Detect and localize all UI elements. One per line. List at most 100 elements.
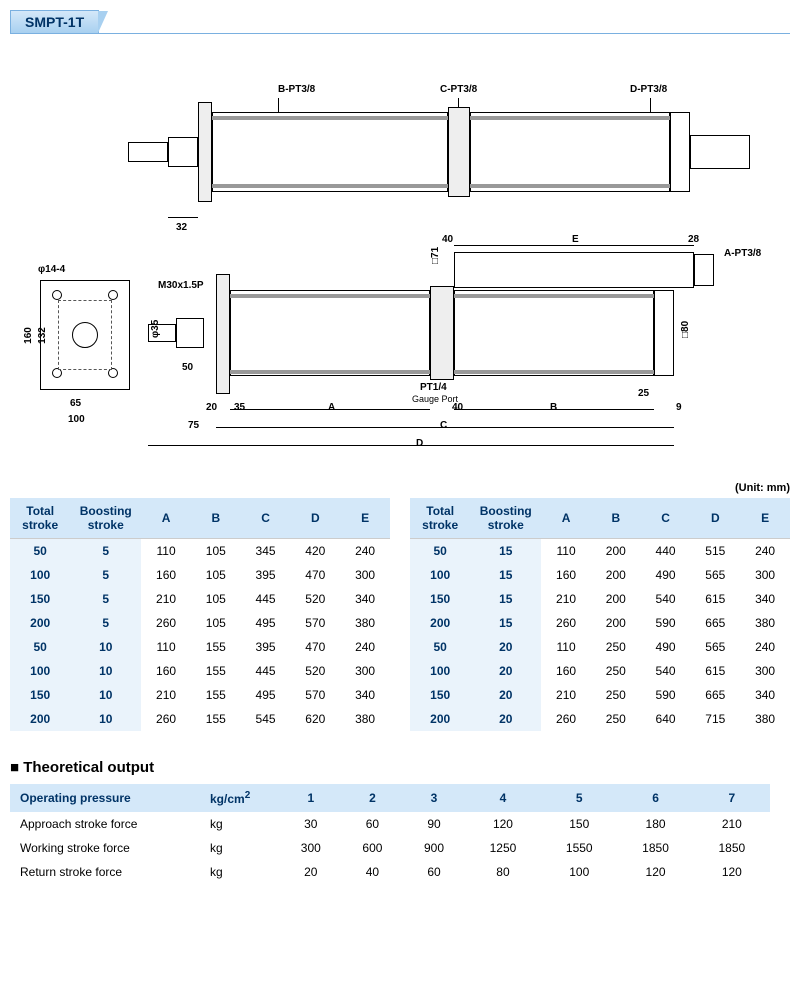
col-header: Boosting stroke xyxy=(70,498,141,539)
dimension-tables: Total strokeBoosting strokeABCDE 5051101… xyxy=(10,498,790,731)
cell: 340 xyxy=(740,587,790,611)
cell: 240 xyxy=(740,635,790,659)
cell: 200 xyxy=(591,611,641,635)
cell: 300 xyxy=(280,836,342,860)
dim-9: 9 xyxy=(676,402,682,413)
cell: 340 xyxy=(340,683,390,707)
cell: 160 xyxy=(541,659,591,683)
cell: 10 xyxy=(70,635,141,659)
col-header: Boosting stroke xyxy=(470,498,541,539)
table-row: 2005260105495570380 xyxy=(10,611,390,635)
cell: 470 xyxy=(290,563,340,587)
cell: 160 xyxy=(141,659,191,683)
cell: 50 xyxy=(410,635,470,659)
col-header: E xyxy=(340,498,390,539)
cell: 520 xyxy=(290,587,340,611)
cell: 445 xyxy=(241,659,291,683)
cell: 155 xyxy=(191,683,241,707)
cell: 395 xyxy=(241,563,291,587)
table-row: 1005160105395470300 xyxy=(10,563,390,587)
cell: 380 xyxy=(740,611,790,635)
col-header: Operating pressure xyxy=(10,784,200,812)
dim-D: D xyxy=(416,438,423,449)
cell: 20 xyxy=(470,659,541,683)
cell: 900 xyxy=(403,836,465,860)
cell: 150 xyxy=(10,587,70,611)
cell: 490 xyxy=(641,563,691,587)
col-header: 6 xyxy=(617,784,693,812)
cell: 210 xyxy=(541,587,591,611)
cell: 110 xyxy=(141,635,191,659)
cell: 260 xyxy=(541,611,591,635)
cell: 420 xyxy=(290,539,340,564)
cell: 665 xyxy=(690,611,740,635)
row-unit: kg xyxy=(200,812,280,836)
cell: 260 xyxy=(541,707,591,731)
table-row: 5020110250490565240 xyxy=(410,635,790,659)
cell: 565 xyxy=(690,563,740,587)
cell: 240 xyxy=(340,635,390,659)
output-table: Operating pressurekg/cm21234567 Approach… xyxy=(10,784,770,884)
cell: 110 xyxy=(141,539,191,564)
cell: 150 xyxy=(10,683,70,707)
table-row: 20015260200590665380 xyxy=(410,611,790,635)
cell: 250 xyxy=(591,659,641,683)
row-unit: kg xyxy=(200,860,280,884)
col-header: Total stroke xyxy=(10,498,70,539)
row-unit: kg xyxy=(200,836,280,860)
table-row: 505110105345420240 xyxy=(10,539,390,564)
table-row: 5015110200440515240 xyxy=(410,539,790,564)
dim-65: 65 xyxy=(70,398,81,409)
cell: 90 xyxy=(403,812,465,836)
dim-A: A xyxy=(328,402,335,413)
dim-35: 35 xyxy=(234,402,245,413)
cell: 570 xyxy=(290,683,340,707)
cell: 620 xyxy=(290,707,340,731)
cell: 120 xyxy=(694,860,770,884)
col-header: C xyxy=(641,498,691,539)
cell: 495 xyxy=(241,611,291,635)
phi14-label: φ14-4 xyxy=(38,264,65,275)
table-row: 15020210250590665340 xyxy=(410,683,790,707)
dim-132: 132 xyxy=(37,327,48,344)
cell: 15 xyxy=(470,611,541,635)
cell: 590 xyxy=(641,683,691,707)
cell: 210 xyxy=(141,683,191,707)
cell: 100 xyxy=(410,659,470,683)
table-row: 5010110155395470240 xyxy=(10,635,390,659)
row-label: Approach stroke force xyxy=(10,812,200,836)
cell: 5 xyxy=(70,587,141,611)
cell: 300 xyxy=(740,659,790,683)
cell: 100 xyxy=(10,659,70,683)
cell: 540 xyxy=(641,587,691,611)
col-header: D xyxy=(290,498,340,539)
col-header: C xyxy=(241,498,291,539)
cell: 395 xyxy=(241,635,291,659)
cell: 50 xyxy=(10,635,70,659)
cell: 60 xyxy=(342,812,404,836)
dim-100: 100 xyxy=(68,414,85,425)
cell: 155 xyxy=(191,635,241,659)
table-row: Working stroke forcekg300600900125015501… xyxy=(10,836,770,860)
cell: 615 xyxy=(690,587,740,611)
col-header: 1 xyxy=(280,784,342,812)
cell: 665 xyxy=(690,683,740,707)
cell: 210 xyxy=(141,587,191,611)
cell: 105 xyxy=(191,611,241,635)
dim-20: 20 xyxy=(206,402,217,413)
cell: 440 xyxy=(641,539,691,564)
divider xyxy=(10,33,790,34)
cell: 150 xyxy=(410,587,470,611)
cell: 20 xyxy=(280,860,342,884)
port-a-label: A-PT3/8 xyxy=(724,248,761,259)
cell: 105 xyxy=(191,587,241,611)
table-row: 20010260155545620380 xyxy=(10,707,390,731)
cell: 445 xyxy=(241,587,291,611)
cell: 100 xyxy=(410,563,470,587)
cell: 340 xyxy=(740,683,790,707)
cell: 210 xyxy=(541,683,591,707)
table-row: 10010160155445520300 xyxy=(10,659,390,683)
dim-75: 75 xyxy=(188,420,199,431)
cell: 160 xyxy=(141,563,191,587)
dim-25: 25 xyxy=(638,388,649,399)
